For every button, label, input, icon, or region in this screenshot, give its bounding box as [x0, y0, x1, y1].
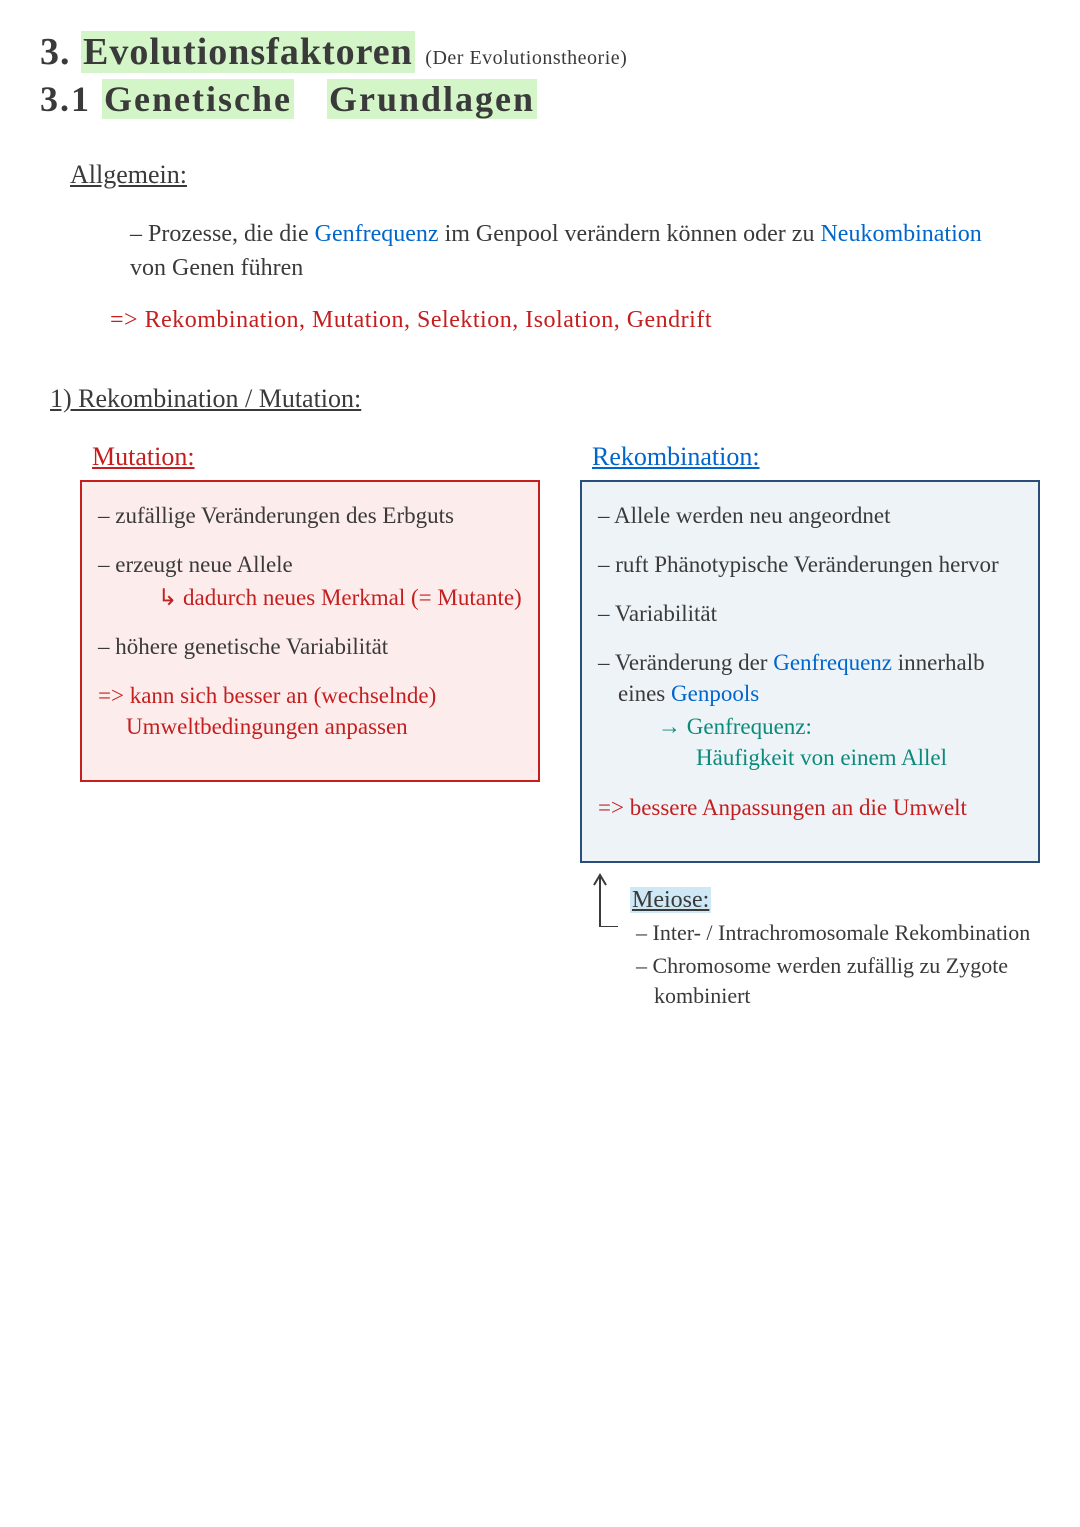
text-fragment: – Veränderung der: [598, 650, 773, 675]
rekomb-item-4-sub: → Genfrequenz: Häufigkeit von einem Alle…: [658, 711, 1022, 773]
rekomb-item-2: – ruft Phänotypische Veränderungen hervo…: [598, 549, 1022, 580]
allgemein-paragraph: – Prozesse, die die Genfrequenz im Genpo…: [130, 218, 1010, 285]
meiose-item-1: – Inter- / Intrachromosomale Rekombinati…: [636, 918, 1040, 948]
section-number: 3.1: [40, 79, 91, 119]
rekombination-box: – Allele werden neu angeordnet – ruft Ph…: [580, 480, 1040, 862]
allgemein-heading: Allgemein:: [70, 160, 1040, 190]
text-fragment: im Genpool verändern können oder zu: [439, 221, 821, 247]
mutation-box-title: Mutation:: [92, 442, 540, 472]
mutation-item-3: – höhere genetische Variabilität: [98, 631, 522, 662]
sub-body: Häufigkeit von einem Allel: [696, 742, 947, 773]
meiose-note: Meiose: – Inter- / Intrachromosomale Rek…: [600, 887, 1040, 1011]
mutation-arrow: => kann sich besser an (wechselnde) Umwe…: [98, 680, 522, 742]
two-column-layout: Mutation: – zufällige Veränderungen des …: [80, 442, 1040, 1010]
mutation-item-2: – erzeugt neue Allele ↳ dadurch neues Me…: [98, 549, 522, 613]
sub-prefix: → Genfrequenz:: [658, 714, 812, 739]
section-word-2: Grundlagen: [327, 79, 537, 119]
keyword-neukombination: Neukombination: [820, 221, 981, 247]
meiose-title-text: Meiose:: [630, 887, 711, 913]
main-title: 3. Evolutionsfaktoren (Der Evolutionsthe…: [40, 30, 1040, 74]
rekomb-item-1: – Allele werden neu angeordnet: [598, 500, 1022, 531]
subsection-heading: 1) Rekombination / Mutation:: [50, 384, 1040, 414]
title-word-highlighted: Evolutionsfaktoren: [81, 31, 415, 73]
meiose-title: Meiose:: [630, 887, 1040, 914]
connector-arrow-icon: [590, 867, 618, 927]
mutation-item-2-text: – erzeugt neue Allele: [98, 552, 293, 577]
rekombination-box-title: Rekombination:: [592, 442, 1040, 472]
section-word-1: Genetische: [102, 79, 294, 119]
rekomb-arrow: => bessere Anpassungen an die Umwelt: [598, 792, 1022, 823]
keyword-genfrequenz: Genfrequenz: [315, 221, 439, 247]
rekomb-item-3: – Variabilität: [598, 598, 1022, 629]
text-fragment: von Genen führen: [130, 255, 303, 281]
mutation-box: – zufällige Veränderungen des Erbguts – …: [80, 480, 540, 782]
mutation-column: Mutation: – zufällige Veränderungen des …: [80, 442, 540, 782]
rekomb-item-4: – Veränderung der Genfrequenz innerhalb …: [598, 647, 1022, 773]
allgemein-arrow-line: => Rekombination, Mutation, Selektion, I…: [110, 307, 1040, 334]
rekombination-column: Rekombination: – Allele werden neu angeo…: [580, 442, 1040, 1010]
title-parenthetical: (Der Evolutionstheorie): [425, 47, 627, 69]
meiose-item-2: – Chromosome werden zufällig zu Zygote k…: [636, 951, 1040, 1010]
title-number: 3.: [40, 31, 71, 73]
keyword-genpools: Genpools: [671, 681, 759, 706]
section-title: 3.1 Genetische Grundlagen: [40, 78, 1040, 120]
mutation-item-1: – zufällige Veränderungen des Erbguts: [98, 500, 522, 531]
keyword-genfrequenz-2: Genfrequenz: [773, 650, 892, 675]
mutation-item-2-sub: ↳ dadurch neues Merkmal (= Mutante): [158, 582, 522, 613]
text-fragment: – Prozesse, die die: [130, 221, 315, 247]
